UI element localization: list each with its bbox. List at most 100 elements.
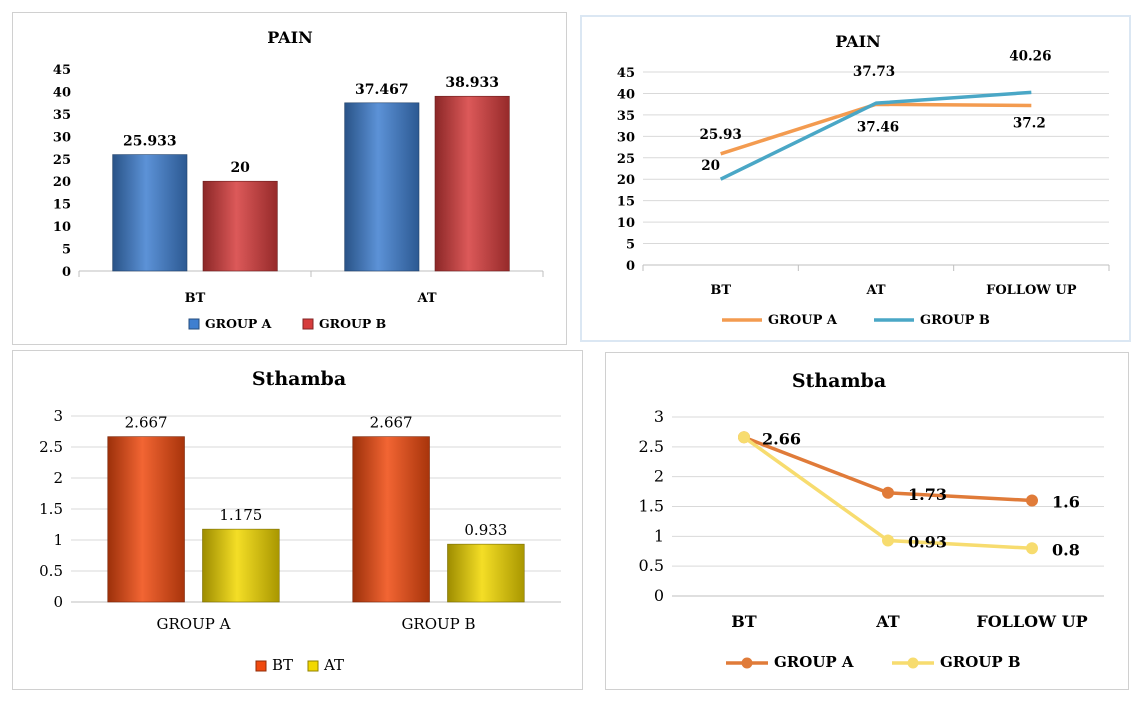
y-tick-label: 40 — [53, 85, 71, 100]
y-tick-label: 2 — [53, 469, 63, 487]
legend-label: GROUP B — [319, 316, 386, 331]
data-label: 2.66 — [762, 429, 801, 448]
legend-swatch — [302, 318, 314, 330]
legend-label: AT — [323, 656, 344, 674]
legend-marker — [907, 657, 919, 669]
y-tick-label: 0 — [53, 593, 63, 611]
pain-line-chart: PAIN 0 5 10 15 20 25 30 35 40 45 BT AT FOLLOW UP 25.9… — [617, 32, 1110, 328]
y-tick-label: 3 — [654, 407, 664, 426]
y-tick-label: 35 — [53, 108, 71, 123]
x-tick-label: FOLLOW UP — [976, 612, 1087, 631]
y-tick-label: 2.5 — [639, 437, 664, 456]
sthamba-line-chart-panel: Sthamba 0 0.5 1 1.5 2 2.5 3 BT AT FOLLOW UP 2.66 1.… — [605, 352, 1129, 690]
data-label: 1.6 — [1052, 493, 1080, 512]
legend-label: GROUP A — [768, 313, 838, 328]
data-label: 25.933 — [123, 134, 177, 150]
x-tick-label: AT — [416, 291, 436, 306]
legend-swatch — [188, 318, 200, 330]
data-label: 38.933 — [445, 75, 499, 91]
legend-marker — [741, 657, 753, 669]
y-tick-label: 25 — [53, 153, 71, 168]
y-tick-label: 5 — [62, 243, 71, 258]
x-tick-label: BT — [731, 612, 757, 631]
chart-title: Sthamba — [252, 368, 346, 390]
bar-group-b — [202, 180, 278, 272]
bar-group-a — [344, 102, 420, 272]
y-tick-label: 40 — [617, 87, 635, 102]
bar-group-b — [434, 95, 510, 272]
data-label: 37.467 — [355, 82, 409, 98]
y-tick-label: 10 — [617, 216, 635, 231]
x-tick-label: AT — [875, 612, 900, 631]
pain-bar-chart-panel: PAIN 0 5 10 15 20 25 30 35 40 45 BT AT 25.933 37.467 2… — [12, 12, 567, 345]
x-tick-label: BT — [710, 283, 731, 298]
sthamba-bar-chart: Sthamba 0 0.5 1 1.5 2 2.5 3 GROUP A GROUP B 2.667… — [39, 368, 561, 674]
y-tick-label: 30 — [617, 130, 635, 145]
legend-label: BT — [272, 656, 293, 674]
y-tick-label: 3 — [53, 407, 63, 425]
sthamba-bar-chart-panel: Sthamba 0 0.5 1 1.5 2 2.5 3 GROUP A GROUP B 2.667… — [12, 350, 583, 690]
sthamba-line-chart: Sthamba 0 0.5 1 1.5 2 2.5 3 BT AT FOLLOW UP 2.66 1.… — [639, 370, 1104, 671]
x-tick-label: FOLLOW UP — [986, 283, 1077, 298]
y-tick-label: 0 — [654, 586, 664, 605]
y-tick-label: 20 — [617, 173, 635, 188]
data-label: 40.26 — [1009, 48, 1051, 64]
x-tick-label: BT — [185, 291, 206, 306]
y-tick-label: 45 — [53, 63, 71, 78]
y-tick-label: 25 — [617, 152, 635, 167]
y-tick-label: 10 — [53, 220, 71, 235]
y-tick-label: 15 — [53, 198, 71, 213]
legend-label: GROUP B — [920, 313, 990, 328]
y-tick-label: 0.5 — [39, 562, 63, 580]
y-tick-label: 1 — [654, 526, 664, 545]
data-label: 0.933 — [464, 521, 507, 539]
data-label: 0.8 — [1052, 540, 1080, 559]
legend-swatch — [255, 660, 267, 672]
chart-title: Sthamba — [792, 370, 886, 392]
data-label: 37.2 — [1013, 115, 1046, 131]
chart-title: PAIN — [835, 32, 880, 51]
bar-at — [447, 543, 525, 603]
bar-bt — [352, 436, 430, 603]
y-tick-label: 15 — [617, 195, 635, 210]
y-tick-label: 1.5 — [39, 500, 63, 518]
data-label: 20 — [230, 160, 250, 176]
y-tick-label: 35 — [617, 109, 635, 124]
y-tick-label: 45 — [617, 66, 635, 81]
y-tick-label: 30 — [53, 130, 71, 145]
y-tick-label: 2.5 — [39, 438, 63, 456]
legend-label: GROUP B — [940, 653, 1021, 671]
data-label: 1.175 — [219, 506, 262, 524]
y-tick-label: 0.5 — [639, 556, 664, 575]
data-label: 2.667 — [125, 414, 168, 432]
chart-title: PAIN — [267, 28, 312, 47]
data-point — [882, 534, 894, 547]
data-label: 25.93 — [700, 127, 742, 143]
y-tick-label: 1 — [53, 531, 63, 549]
legend-label: GROUP A — [205, 316, 272, 331]
pain-bar-chart: PAIN 0 5 10 15 20 25 30 35 40 45 BT AT 25.933 37.467 2… — [53, 28, 544, 331]
bar-at — [202, 528, 280, 603]
y-tick-label: 2 — [654, 467, 664, 486]
bar-bt — [107, 436, 185, 603]
data-point — [882, 486, 894, 499]
legend-swatch — [307, 660, 319, 672]
data-label: 37.46 — [857, 119, 899, 135]
x-tick-label: AT — [865, 283, 885, 298]
data-point — [738, 431, 750, 444]
y-tick-label: 20 — [53, 175, 71, 190]
data-label: 2.667 — [370, 414, 413, 432]
data-label: 0.93 — [908, 533, 947, 552]
y-tick-label: 0 — [626, 259, 635, 274]
x-tick-label: GROUP B — [401, 615, 475, 633]
y-tick-label: 1.5 — [639, 497, 664, 516]
data-point — [1026, 494, 1038, 507]
bar-group-a — [112, 154, 188, 272]
y-tick-label: 5 — [626, 238, 635, 253]
legend-label: GROUP A — [774, 653, 854, 671]
data-label: 20 — [701, 158, 720, 174]
pain-line-chart-panel: PAIN 0 5 10 15 20 25 30 35 40 45 BT AT FOLLOW UP 25.9… — [580, 15, 1131, 342]
series-line-group-b — [719, 90, 1032, 181]
x-tick-label: GROUP A — [157, 615, 231, 633]
y-tick-label: 0 — [62, 265, 71, 280]
